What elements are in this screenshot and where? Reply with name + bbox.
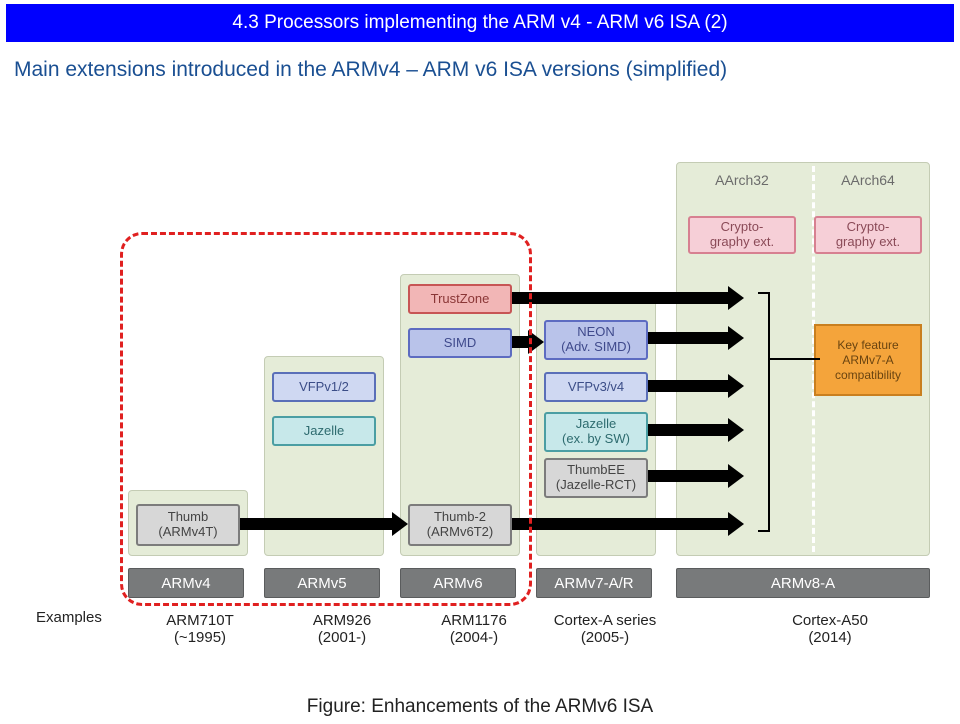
bracket-tick <box>770 358 820 360</box>
subheading: Main extensions introduced in the ARMv4 … <box>0 54 960 90</box>
examples-label: Examples <box>36 609 102 626</box>
example-v4: ARM710T(~1995) <box>130 612 270 646</box>
arrow-3 <box>648 418 744 442</box>
title-bar: 4.3 Processors implementing the ARM v4 -… <box>6 4 954 42</box>
box-thumbee-v7: ThumbEE(Jazelle-RCT) <box>544 458 648 498</box>
key-feature-box: Key featureARMv7-Acompatibility <box>814 324 922 396</box>
version-pill-v7: ARMv7-A/R <box>536 568 652 598</box>
figure-caption: Figure: Enhancements of the ARMv6 ISA <box>0 696 960 718</box>
arrow-2 <box>648 464 744 488</box>
bracket <box>760 292 770 532</box>
arrow-7 <box>512 286 744 310</box>
box-crypto-64: Crypto-graphy ext. <box>814 216 922 254</box>
example-v7: Cortex-A series(2005-) <box>535 612 675 646</box>
arrow-1 <box>512 512 744 536</box>
example-v5: ARM926(2001-) <box>272 612 412 646</box>
aarch-label-0: AArch32 <box>692 172 792 188</box>
arrow-4 <box>648 374 744 398</box>
scope-outline <box>120 232 532 606</box>
aarch-label-1: AArch64 <box>818 172 918 188</box>
arrow-6 <box>648 326 744 350</box>
box-crypto-32: Crypto-graphy ext. <box>688 216 796 254</box>
box-vfp34-v7: VFPv3/v4 <box>544 372 648 402</box>
box-neon-v7: NEON(Adv. SIMD) <box>544 320 648 360</box>
example-v8: Cortex-A50(2014) <box>760 612 900 646</box>
example-v6: ARM1176(2004-) <box>404 612 544 646</box>
box-jazelle-v7: Jazelle(ex. by SW) <box>544 412 648 452</box>
diagram-stage: AArch32AArch64Thumb(ARMv4T)VFPv1/2Jazell… <box>0 124 960 664</box>
version-pill-v8: ARMv8-A <box>676 568 930 598</box>
